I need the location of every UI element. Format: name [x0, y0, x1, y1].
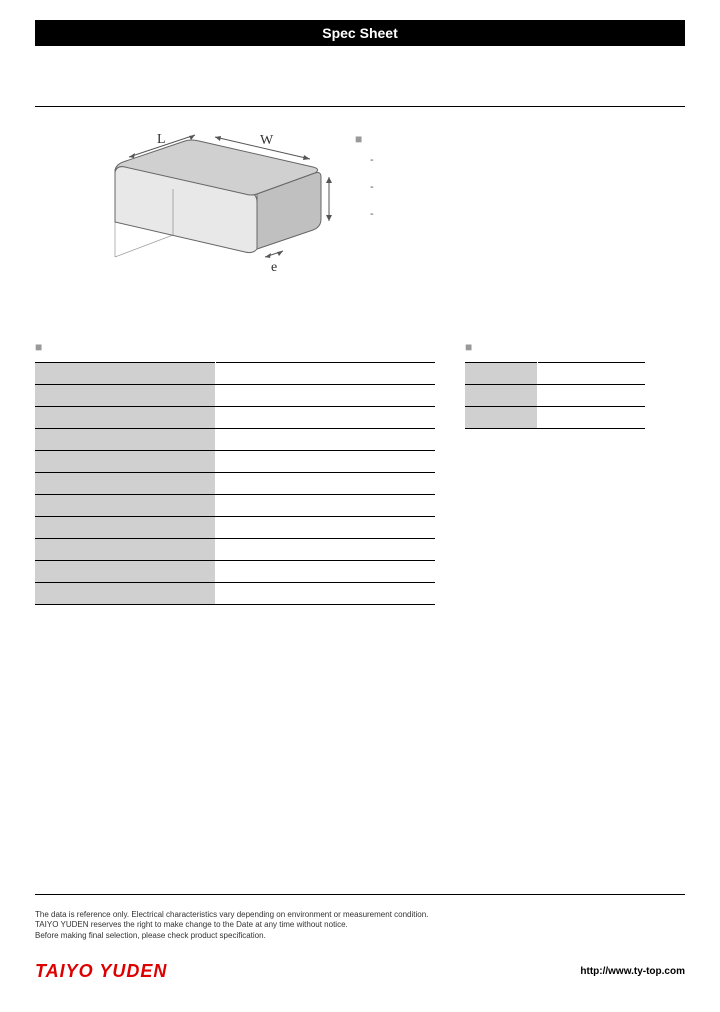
footer-divider	[35, 894, 685, 895]
table-row	[35, 385, 435, 407]
spec-value-cell	[215, 363, 435, 385]
spec-label-cell	[35, 473, 215, 495]
table-row	[465, 407, 645, 429]
spec-value-cell	[215, 385, 435, 407]
company-url: http://www.ty-top.com	[580, 966, 685, 977]
spec-marker: ■	[35, 340, 435, 354]
spec-label-cell	[35, 495, 215, 517]
spec-sheet-header: Spec Sheet	[35, 20, 685, 46]
table-row	[35, 517, 435, 539]
spec-value-cell	[215, 429, 435, 451]
table-row	[465, 363, 645, 385]
spec-value-cell	[215, 451, 435, 473]
length-label: L	[157, 132, 166, 147]
top-section: L W T e ■ - - -	[35, 127, 685, 310]
disclaimer-line: TAIYO YUDEN reserves the right to make c…	[35, 920, 685, 930]
electrode-label: e	[271, 260, 277, 275]
spec-label-cell	[35, 561, 215, 583]
table-row	[465, 385, 645, 407]
pack-value-cell	[537, 363, 645, 385]
spec-value-cell	[215, 561, 435, 583]
disclaimer-line: Before making final selection, please ch…	[35, 931, 685, 941]
spec-label-cell	[35, 429, 215, 451]
company-logo: TAIYO YUDEN	[35, 961, 167, 982]
spec-value-cell	[215, 495, 435, 517]
spec-label-cell	[35, 517, 215, 539]
spec-label-cell	[35, 539, 215, 561]
pack-value-cell	[537, 385, 645, 407]
spec-table-container: ■	[35, 340, 435, 605]
spec-label-cell	[35, 385, 215, 407]
pack-table-container: ■	[465, 340, 645, 429]
table-row	[35, 363, 435, 385]
component-diagram: L W T e	[35, 127, 315, 310]
spec-label-cell	[35, 363, 215, 385]
pack-marker: ■	[465, 340, 645, 354]
spec-label-cell	[35, 451, 215, 473]
footer-bottom: TAIYO YUDEN http://www.ty-top.com	[35, 961, 685, 982]
footer: The data is reference only. Electrical c…	[35, 894, 685, 982]
table-row	[35, 429, 435, 451]
table-row	[35, 583, 435, 605]
spec-value-cell	[215, 407, 435, 429]
disclaimer: The data is reference only. Electrical c…	[35, 910, 685, 941]
spec-value-cell	[215, 517, 435, 539]
features-section: ■ - - -	[355, 127, 685, 310]
pack-label-cell	[465, 385, 537, 407]
spec-value-cell	[215, 583, 435, 605]
table-row	[35, 561, 435, 583]
spec-value-cell	[215, 473, 435, 495]
spec-value-cell	[215, 539, 435, 561]
feature-item: -	[370, 208, 685, 220]
pack-table	[465, 362, 645, 429]
spec-label-cell	[35, 407, 215, 429]
table-row	[35, 473, 435, 495]
width-label: W	[260, 133, 274, 148]
table-row	[35, 539, 435, 561]
feature-item: -	[370, 154, 685, 166]
pack-value-cell	[537, 407, 645, 429]
spec-table	[35, 362, 435, 605]
table-row	[35, 495, 435, 517]
table-row	[35, 407, 435, 429]
feature-item: -	[370, 181, 685, 193]
pack-label-cell	[465, 363, 537, 385]
tables-section: ■ ■	[35, 340, 685, 605]
table-row	[35, 451, 435, 473]
pack-label-cell	[465, 407, 537, 429]
title-divider	[35, 106, 685, 107]
spec-label-cell	[35, 583, 215, 605]
disclaimer-line: The data is reference only. Electrical c…	[35, 910, 685, 920]
features-marker: ■	[355, 132, 685, 146]
